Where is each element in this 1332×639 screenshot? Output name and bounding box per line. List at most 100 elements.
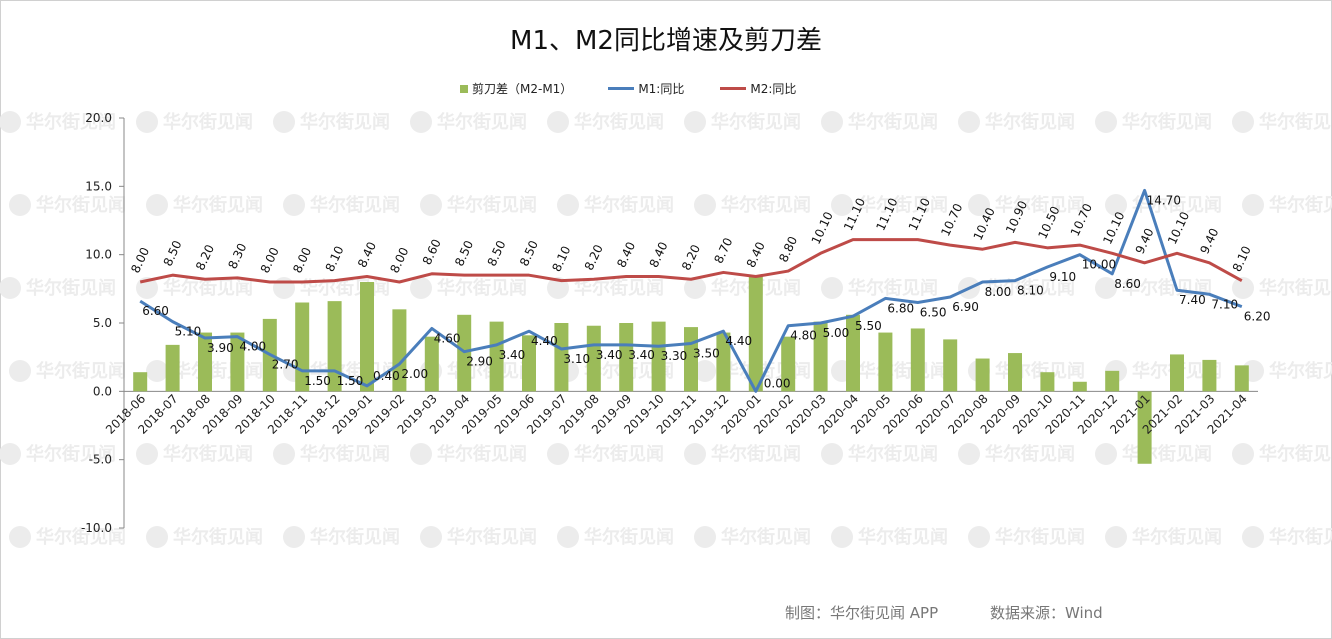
- bar-gap: [165, 344, 180, 392]
- watermark-text: 华尔街见闻: [173, 526, 263, 548]
- watermark-text: 华尔街见闻: [163, 277, 253, 299]
- chart-title: M1、M2同比增速及剪刀差: [510, 26, 822, 56]
- legend-swatch-line: [720, 87, 747, 90]
- watermark-text: 华尔街见闻: [437, 111, 527, 133]
- data-label-m2: 8.00: [128, 245, 152, 275]
- data-label-m1: 8.00: [985, 285, 1012, 299]
- watermark-logo-icon: [1242, 194, 1264, 216]
- data-label-m1: 1.50: [337, 374, 364, 388]
- watermark-text: 华尔街见闻: [721, 194, 811, 216]
- watermark-text: 华尔街见闻: [26, 277, 116, 299]
- watermark-logo-icon: [273, 111, 295, 133]
- watermark-text: 华尔街见闻: [447, 526, 537, 548]
- data-label-m1: 6.20: [1244, 310, 1271, 324]
- watermark-text: 华尔街见闻: [300, 111, 390, 133]
- watermark-text: 华尔街见闻: [1132, 526, 1222, 548]
- data-label-m1: 1.50: [304, 374, 331, 388]
- data-label-m2: 8.30: [225, 241, 249, 271]
- bar-gap: [489, 321, 504, 392]
- data-label-m1: 3.40: [499, 348, 526, 362]
- legend-label: 剪刀差（M2-M1）: [472, 82, 573, 96]
- watermark-logo-icon: [547, 111, 569, 133]
- watermark-text: 华尔街见闻: [858, 526, 948, 548]
- watermark-logo-icon: [821, 277, 843, 299]
- data-label-m1: 4.00: [239, 340, 266, 354]
- watermark-text: 华尔街见闻: [848, 111, 938, 133]
- data-label-m1: 3.90: [207, 341, 234, 355]
- watermark-logo-icon: [968, 526, 990, 548]
- bar-gap: [813, 321, 828, 392]
- data-label-m1: 6.50: [920, 306, 947, 320]
- watermark-text: 华尔街见闻: [985, 443, 1075, 465]
- watermark-text: 华尔街见闻: [173, 194, 263, 216]
- watermark-text: 华尔街见闻: [858, 194, 948, 216]
- data-label-m1: 6.80: [887, 301, 914, 315]
- watermark-text: 华尔街见闻: [995, 194, 1085, 216]
- data-label-m2: 8.40: [614, 240, 638, 270]
- watermark-logo-icon: [1232, 277, 1254, 299]
- watermark-logo-icon: [557, 526, 579, 548]
- bar-gap: [1072, 381, 1087, 392]
- bar-gap: [716, 332, 731, 392]
- data-label-m2: 8.40: [355, 240, 379, 270]
- data-label-m1: 4.40: [725, 334, 752, 348]
- watermark-logo-icon: [694, 526, 716, 548]
- watermark-text: 华尔街见闻: [995, 526, 1085, 548]
- legend-item-gap: 剪刀差（M2-M1）: [460, 80, 572, 97]
- watermark-logo-icon: [958, 111, 980, 133]
- y-tick-label: 10.0: [85, 248, 112, 262]
- data-label-m1: 5.10: [175, 325, 202, 339]
- bar-gap: [651, 321, 666, 392]
- data-label-m1: 6.90: [952, 300, 979, 314]
- bar-gap: [878, 332, 893, 392]
- watermark-text: 华尔街见闻: [711, 443, 801, 465]
- watermark-logo-icon: [1105, 194, 1127, 216]
- watermark-text: 华尔街见闻: [848, 277, 938, 299]
- watermark-text: 华尔街见闻: [163, 111, 253, 133]
- watermark-text: 华尔街见闻: [1259, 443, 1332, 465]
- watermark-text: 华尔街见闻: [574, 443, 664, 465]
- bar-gap: [424, 336, 439, 392]
- watermark-logo-icon: [684, 111, 706, 133]
- watermark-text: 华尔街见闻: [310, 526, 400, 548]
- watermark-logo-icon: [547, 443, 569, 465]
- watermark-text: 华尔街见闻: [1132, 194, 1222, 216]
- watermark-text: 华尔街见闻: [36, 360, 126, 382]
- bar-gap: [133, 372, 148, 392]
- legend-swatch-bar: [460, 84, 468, 93]
- watermark-text: 华尔街见闻: [985, 277, 1075, 299]
- data-label-m1: 3.40: [596, 348, 623, 362]
- watermark-text: 华尔街见闻: [1269, 194, 1332, 216]
- watermark-logo-icon: [694, 194, 716, 216]
- bar-gap: [846, 314, 860, 392]
- footer-credit: 制图：华尔街见闻 APP: [785, 604, 939, 622]
- watermark-text: 华尔街见闻: [1259, 277, 1332, 299]
- legend-swatch-line: [608, 87, 635, 90]
- watermark-logo-icon: [283, 194, 305, 216]
- watermark-logo-icon: [410, 111, 432, 133]
- bar-gap: [230, 332, 245, 392]
- data-label-m1: 3.40: [628, 348, 655, 362]
- legend-item-m2: M2:同比: [720, 80, 796, 97]
- y-tick-label: 0.0: [93, 384, 112, 398]
- watermark-logo-icon: [821, 111, 843, 133]
- watermark-logo-icon: [0, 111, 21, 133]
- bar-gap: [1170, 354, 1184, 392]
- watermark-text: 华尔街见闻: [437, 443, 527, 465]
- watermark-logo-icon: [0, 277, 21, 299]
- y-tick-label: -10.0: [81, 521, 112, 535]
- watermark-logo-icon: [410, 443, 432, 465]
- data-label-m1: 6.60: [142, 304, 169, 318]
- bar-gap: [943, 339, 958, 392]
- data-label-m1: 2.00: [401, 367, 428, 381]
- watermark-text: 华尔街见闻: [574, 277, 664, 299]
- bar-gap: [360, 282, 374, 392]
- data-label-m1: 9.10: [1049, 270, 1076, 284]
- watermark-logo-icon: [0, 443, 21, 465]
- data-label-m1: 0.00: [764, 376, 791, 390]
- data-label-m1: 3.30: [661, 349, 688, 363]
- data-label-m2: 8.10: [323, 244, 347, 274]
- data-label-m1: 8.10: [1017, 284, 1044, 298]
- watermark-text: 华尔街见闻: [173, 360, 263, 382]
- bar-gap: [522, 335, 536, 392]
